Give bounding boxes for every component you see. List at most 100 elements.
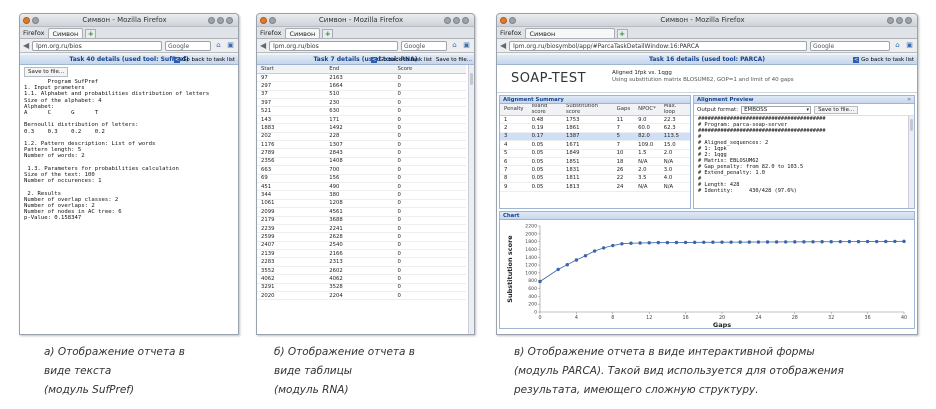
save-to-file-button[interactable]: Save to file... [24,67,69,77]
search-input[interactable]: Google [401,40,447,51]
table-row[interactable]: 297 1664 0 [257,81,466,91]
close-icon[interactable] [905,16,912,24]
table-row[interactable]: 202 228 0 [257,132,466,142]
column-header[interactable]: Island score [527,103,562,116]
table-row[interactable]: 4062 4062 0 [257,274,466,284]
table-row[interactable]: 37 510 0 [257,90,466,100]
firefox-icon [260,16,267,24]
browser-tab[interactable]: Симвон [524,28,615,38]
url-bar[interactable]: lpm.org.ru/bios [32,40,162,51]
column-header[interactable]: Score [393,65,466,74]
home-icon[interactable]: ⌂ [895,41,900,49]
scrollbar-thumb[interactable] [470,73,473,85]
table-row[interactable]: 2139 2166 0 [257,249,466,259]
column-header[interactable]: Penalty [500,104,528,116]
back-arrow-icon[interactable]: ◀ [23,41,30,50]
table-row[interactable]: 344 380 0 [257,190,466,200]
vertical-scrollbar[interactable] [468,65,474,334]
data-point [838,239,842,244]
table-row[interactable]: 2179 3688 0 [257,216,466,225]
firefox-menu-button[interactable]: Firefox [500,28,522,37]
browser-tab[interactable]: Симвон [284,28,321,38]
table-row[interactable]: 663 700 0 [257,165,466,175]
go-back-button[interactable]: < Go back to task list [853,56,914,64]
window-menu-icon[interactable] [269,16,276,24]
table-row[interactable]: 1061 1208 0 [257,199,466,209]
save-to-file-button[interactable]: Save to file... [814,105,859,114]
home-icon[interactable]: ⌂ [452,41,457,49]
table-row[interactable]: 451 490 0 [257,182,466,192]
table-row[interactable]: 143 171 0 [257,115,466,125]
new-tab-button[interactable]: + [85,29,97,38]
table-row[interactable]: 6 0.05 1851 18 N/A N/A [500,157,690,167]
bookmark-icon[interactable]: ▣ [463,41,470,49]
table-cell: 2139 [257,249,326,259]
table-row[interactable]: 2283 2313 0 [257,257,466,267]
table-row[interactable]: 69 156 0 [257,174,466,183]
column-header[interactable]: NPOC* [634,104,660,116]
table-row[interactable]: 3 0.17 1387 5 82.0 113.5 [500,132,690,142]
table-row[interactable]: 3291 3528 0 [257,283,466,293]
column-header[interactable]: Gaps [612,104,635,116]
table-row[interactable]: 2 0.19 1861 7 60.0 62.3 [500,123,690,133]
column-header[interactable]: Substitution score [561,103,613,116]
collapse-icon[interactable]: » [907,96,911,103]
table-row[interactable]: 2789 2843 0 [257,148,466,158]
table-row[interactable]: 2356 1408 0 [257,157,466,167]
data-point [793,240,797,244]
table-row[interactable]: 2407 2540 0 [257,241,466,251]
close-icon[interactable] [226,16,233,24]
firefox-menu-button[interactable]: Firefox [23,28,45,37]
bookmark-icon[interactable]: ▣ [906,41,913,49]
table-row[interactable]: 3552 2602 0 [257,266,466,276]
url-bar[interactable]: lpm.org.ru/biosymbol/app/#ParcaTaskDetai… [509,40,807,51]
table-row[interactable]: 1 0.48 1753 11 9.0 22.3 [500,115,690,125]
minimize-icon[interactable] [208,16,215,24]
table-row[interactable]: 2099 4561 0 [257,207,466,217]
table-row[interactable]: 9 0.05 1813 24 N/A N/A [500,182,690,192]
table-row[interactable]: 1176 1307 0 [257,140,466,150]
search-input[interactable]: Google [810,40,890,51]
go-back-button[interactable]: < Go back to task list [371,56,432,64]
go-back-button[interactable]: < Go back to task list [174,56,235,64]
column-header[interactable]: Start [257,65,326,74]
table-row[interactable]: 4 0.05 1671 7 109.0 15.0 [500,140,690,150]
column-header[interactable]: End [325,65,394,74]
table-row[interactable]: 2020 2204 0 [257,291,466,301]
save-to-file-button[interactable]: Save to file... [435,57,472,63]
home-icon[interactable]: ⌂ [216,41,221,49]
maximize-icon[interactable] [453,16,460,24]
minimize-icon[interactable] [887,16,894,24]
firefox-menu-button[interactable]: Firefox [260,28,282,37]
back-arrow-icon[interactable]: ◀ [500,41,507,50]
table-cell: 2540 [325,241,394,251]
table-row[interactable]: 2239 2241 0 [257,224,466,234]
table-row[interactable]: 8 0.05 1811 22 3.5 4.0 [500,174,690,184]
output-format-select[interactable]: EMBOSS ▾ [741,105,812,114]
table-row[interactable]: 521 630 0 [257,106,466,116]
table-cell: 15.0 [659,140,690,150]
window-menu-icon[interactable] [32,16,39,24]
table-row[interactable]: 1883 1492 0 [257,123,466,133]
table-row[interactable]: 97 2163 0 [257,73,466,83]
url-bar[interactable]: lpm.org.ru/bios [269,40,398,51]
close-icon[interactable] [462,16,469,24]
new-tab-button[interactable]: + [322,29,334,38]
column-header[interactable]: Max. loop [659,103,690,116]
new-tab-button[interactable]: + [616,29,628,38]
table-row[interactable]: 7 0.05 1831 26 2.0 3.0 [500,165,690,175]
maximize-icon[interactable] [896,16,903,24]
browser-tab[interactable]: Симвон [47,28,84,38]
minimize-icon[interactable] [444,16,451,24]
data-point [702,240,706,245]
table-row[interactable]: 5 0.05 1849 10 1.5 2.0 [500,149,690,158]
back-arrow-icon[interactable]: ◀ [260,41,267,50]
maximize-icon[interactable] [217,16,224,24]
table-row[interactable]: 397 230 0 [257,98,466,108]
vertical-scrollbar[interactable] [908,116,914,208]
scrollbar-thumb[interactable] [910,119,913,131]
search-input[interactable]: Google [165,40,211,51]
table-row[interactable]: 2599 2628 0 [257,232,466,242]
bookmark-icon[interactable]: ▣ [227,41,234,49]
window-menu-icon[interactable] [509,16,516,24]
